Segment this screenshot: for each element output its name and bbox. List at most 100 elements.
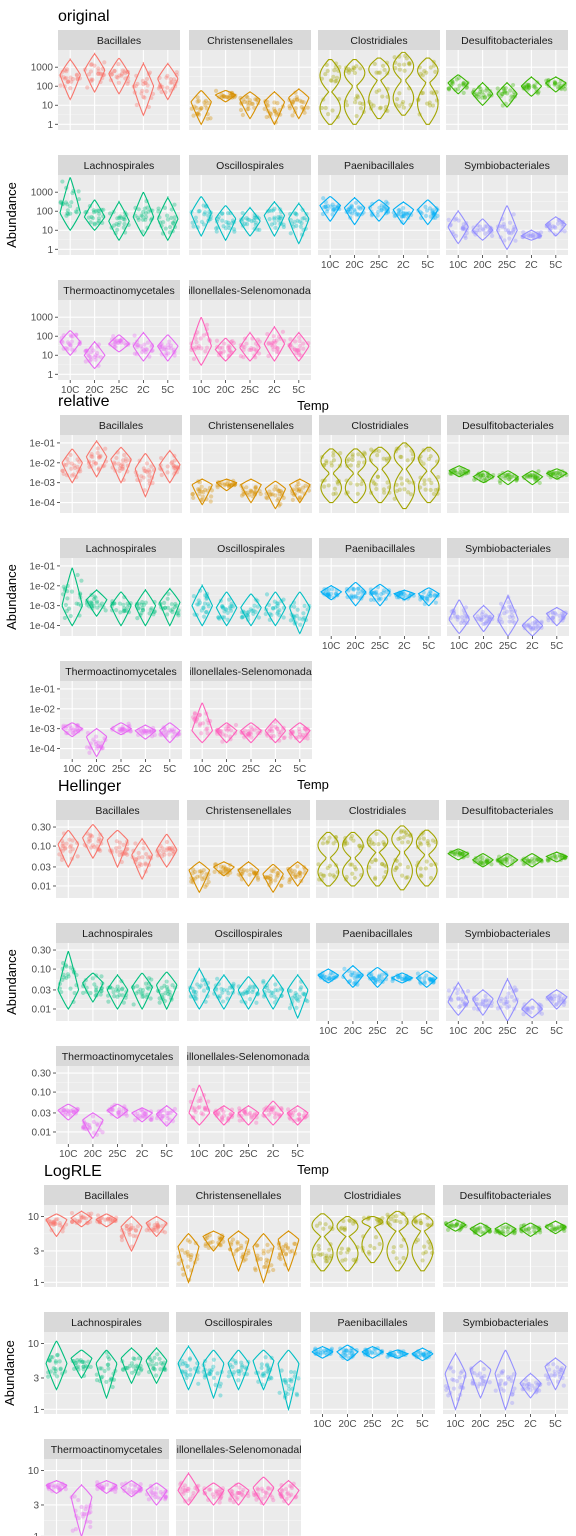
data-point <box>123 851 129 856</box>
data-point <box>225 482 230 487</box>
data-point <box>269 993 274 998</box>
data-point <box>136 1356 142 1361</box>
data-point <box>277 738 282 743</box>
data-point <box>321 836 326 841</box>
data-point <box>275 611 280 616</box>
data-point <box>559 83 564 88</box>
data-point <box>128 729 133 734</box>
data-point <box>82 1215 87 1221</box>
data-point <box>486 618 491 624</box>
data-point <box>521 862 526 867</box>
data-point <box>166 991 171 997</box>
data-point <box>171 350 176 355</box>
data-point <box>301 100 306 105</box>
data-point <box>464 1003 469 1008</box>
data-point <box>480 999 486 1004</box>
x-tick-label: 10C <box>322 641 340 652</box>
data-point <box>112 68 117 73</box>
data-point <box>61 346 66 351</box>
data-point <box>174 70 179 75</box>
data-point <box>367 839 372 844</box>
data-point <box>213 862 219 867</box>
data-point <box>268 876 274 882</box>
data-point <box>477 617 482 622</box>
data-point <box>368 587 373 592</box>
data-point <box>362 451 368 456</box>
data-point <box>162 347 167 352</box>
facet-panel: Oscillospirales <box>176 1312 301 1414</box>
data-point <box>261 1373 267 1378</box>
data-point <box>385 86 390 91</box>
data-point <box>158 602 163 607</box>
data-point <box>475 1007 481 1012</box>
data-point <box>152 599 157 605</box>
data-point <box>325 203 330 208</box>
data-point <box>158 1367 163 1372</box>
data-point <box>480 862 486 867</box>
data-point <box>294 874 299 880</box>
data-point <box>133 1367 139 1372</box>
data-point <box>61 471 66 477</box>
data-point <box>329 591 334 596</box>
data-point <box>358 106 364 111</box>
data-point <box>507 236 512 241</box>
data-point <box>125 728 130 733</box>
data-point <box>142 1114 147 1120</box>
data-point <box>58 1366 63 1371</box>
data-point <box>96 454 102 459</box>
data-point <box>320 975 325 980</box>
data-point <box>345 209 351 214</box>
violin-5C <box>288 88 310 120</box>
data-point <box>208 210 214 215</box>
data-point <box>487 228 492 234</box>
data-point <box>342 1227 347 1232</box>
data-point <box>514 997 519 1002</box>
data-point <box>329 587 335 592</box>
data-point <box>326 1348 331 1354</box>
data-point <box>120 68 125 73</box>
violin-10C <box>311 1346 334 1359</box>
data-point <box>374 89 379 94</box>
data-point <box>539 1011 545 1016</box>
data-point <box>190 871 195 876</box>
data-point <box>121 1112 126 1117</box>
data-point <box>255 1257 260 1263</box>
data-point <box>201 614 207 619</box>
data-point <box>152 1223 157 1228</box>
data-point <box>157 852 162 857</box>
data-point <box>71 1110 76 1115</box>
data-point <box>478 617 483 622</box>
data-point <box>261 1113 266 1118</box>
data-point <box>111 223 117 228</box>
data-point <box>400 101 405 107</box>
facet-panel: Desulfitobacteriales <box>443 1185 568 1287</box>
data-point <box>124 992 129 998</box>
data-point <box>561 610 567 615</box>
data-point <box>352 976 357 981</box>
data-point <box>345 1250 350 1255</box>
data-point <box>194 340 199 345</box>
data-point <box>146 1226 151 1231</box>
data-point <box>521 230 526 235</box>
data-point <box>186 1253 191 1259</box>
data-point <box>536 233 542 238</box>
data-point <box>132 1356 137 1362</box>
data-point <box>528 231 533 236</box>
data-point <box>206 604 211 609</box>
facet-strip <box>316 923 439 943</box>
x-tick-label: 10C <box>192 385 210 396</box>
data-point <box>452 468 457 474</box>
data-point <box>277 216 282 221</box>
data-point <box>176 732 181 737</box>
data-point <box>240 210 245 216</box>
data-point <box>229 93 234 98</box>
data-point <box>288 735 293 740</box>
data-point <box>291 613 296 619</box>
data-point <box>350 973 355 978</box>
data-point <box>229 984 234 989</box>
data-point <box>294 1391 299 1396</box>
data-point <box>279 883 284 888</box>
data-point <box>193 719 199 724</box>
data-point <box>149 95 154 100</box>
